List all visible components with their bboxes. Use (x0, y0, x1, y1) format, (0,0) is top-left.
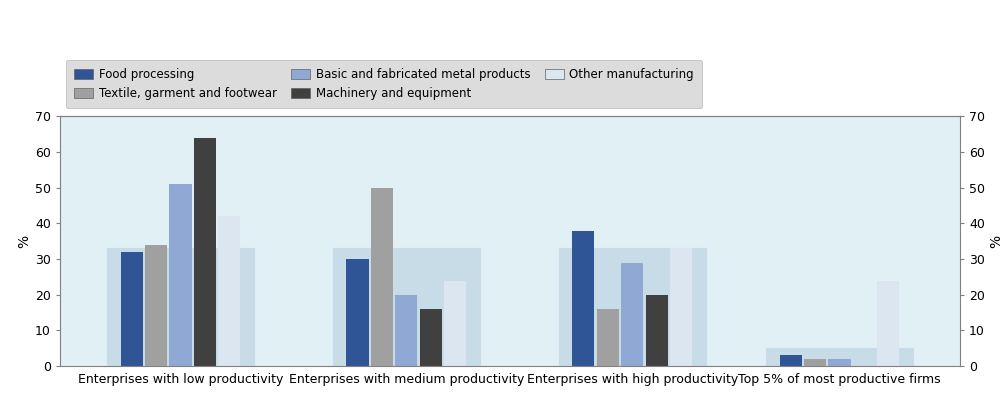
Bar (646, 295, 668, 366)
Bar (194, 138, 216, 366)
Bar (877, 280, 899, 366)
Bar (804, 359, 826, 366)
Bar (145, 245, 167, 366)
Y-axis label: %: % (989, 235, 1000, 248)
Bar (597, 309, 619, 366)
Bar (420, 309, 442, 366)
Legend: Food processing, Textile, garment and footwear, Basic and fabricated metal produ: Food processing, Textile, garment and fo… (66, 59, 702, 108)
Bar (780, 355, 802, 366)
Bar (395, 295, 417, 366)
Bar (107, 248, 254, 366)
Bar (621, 262, 643, 366)
Bar (670, 248, 692, 366)
Bar (766, 348, 913, 366)
Bar (828, 359, 851, 366)
Bar (333, 248, 480, 366)
Bar (559, 248, 706, 366)
Bar (218, 216, 240, 366)
Y-axis label: %: % (17, 235, 31, 248)
Bar (121, 252, 143, 366)
Bar (169, 184, 192, 366)
Bar (371, 188, 393, 366)
Bar (346, 259, 369, 366)
Bar (572, 230, 594, 366)
Bar (444, 280, 466, 366)
